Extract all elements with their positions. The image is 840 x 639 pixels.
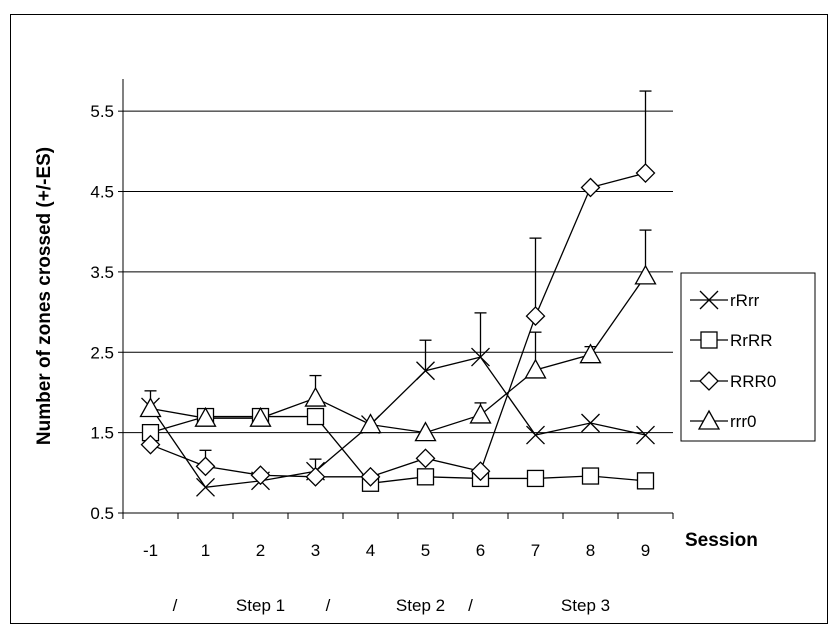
marker-x-stroke [526, 425, 545, 445]
marker-square [700, 331, 718, 349]
marker-triangle [697, 409, 721, 430]
x-tick-label: 4 [366, 541, 375, 560]
marker-x [699, 290, 719, 310]
marker-diamond [525, 306, 546, 327]
axes [122, 79, 673, 514]
legend-item-rRrr: rRrr [690, 290, 760, 310]
legend-item-RrRR: RrRR [690, 331, 773, 350]
marker-triangle [579, 343, 602, 364]
step-label: Step 3 [561, 596, 610, 615]
legend-label: RRR0 [730, 372, 776, 391]
chart-frame [10, 14, 828, 624]
y-tick-label: 5.5 [90, 102, 114, 121]
legend-label: rRrr [730, 291, 760, 310]
series-line-rrr0 [150, 275, 647, 434]
y-tick-label: 3.5 [90, 263, 114, 282]
marker-diamond [250, 465, 271, 486]
step-label: Step 1 [236, 596, 285, 615]
marker-diamond [699, 371, 719, 391]
error-bars [144, 90, 652, 472]
gridlines [123, 110, 673, 434]
y-tick-label: 4.5 [90, 183, 114, 202]
legend-item-RRR0: RRR0 [690, 371, 776, 391]
marker-x [416, 361, 435, 381]
marker-square [416, 468, 435, 486]
x-tick-label: -1 [143, 541, 158, 560]
x-tick-label: 8 [586, 541, 595, 560]
y-tick-label: 2.5 [90, 343, 114, 362]
step-labels: / Step 1 / Step 2 / Step 3 [173, 596, 610, 615]
marker-x-stroke [416, 361, 435, 381]
series-markers [139, 163, 657, 497]
x-tick-label: 9 [641, 541, 650, 560]
marker-x [581, 413, 600, 433]
step-label: Step 2 [396, 596, 445, 615]
marker-diamond [305, 466, 326, 487]
legend-item-rrr0: rrr0 [690, 409, 756, 431]
y-axis-label: Number of zones crossed (+/-ES) [34, 147, 55, 445]
marker-triangle [249, 406, 272, 427]
legend: rRrr RrRR RRR0 rrr0 [680, 272, 816, 442]
series-line-RRR0 [150, 172, 646, 478]
step-label: / [173, 596, 178, 615]
marker-x [526, 425, 545, 445]
marker-triangle [634, 264, 657, 285]
marker-square [581, 467, 600, 485]
marker-diamond [140, 434, 161, 455]
step-label: / [326, 596, 331, 615]
marker-square [306, 407, 325, 426]
series-lines [149, 172, 647, 488]
marker-diamond [195, 456, 216, 477]
marker-diamond [580, 177, 601, 198]
y-tick-label: 0.5 [90, 504, 114, 523]
marker-triangle [304, 386, 327, 407]
series-line-rRrr [149, 356, 646, 488]
marker-x [196, 477, 215, 497]
marker-x [636, 425, 655, 445]
marker-x [471, 347, 490, 367]
marker-triangle [194, 406, 217, 427]
x-axis-label: Session [685, 530, 758, 551]
legend-box [680, 272, 816, 442]
step-label: / [468, 596, 473, 615]
marker-triangle [469, 403, 492, 424]
marker-triangle [414, 421, 437, 442]
x-tick-label: 3 [311, 541, 320, 560]
marker-square [526, 469, 545, 488]
series-line-RrRR [150, 415, 646, 484]
legend-label: RrRR [730, 331, 773, 350]
y-tick-label: 1.5 [90, 424, 114, 443]
x-tick-label: 7 [531, 541, 540, 560]
marker-x-stroke [636, 425, 655, 445]
marker-x-stroke [581, 413, 600, 433]
x-tick-label: 5 [421, 541, 430, 560]
marker-x-stroke [196, 477, 215, 497]
marker-diamond [360, 466, 381, 487]
x-tick-label: 1 [201, 541, 210, 560]
marker-diamond [635, 163, 656, 183]
x-tick-label: 6 [476, 541, 485, 560]
marker-triangle [359, 413, 382, 434]
marker-x-stroke [471, 347, 490, 367]
marker-triangle [139, 397, 162, 418]
marker-triangle [524, 358, 547, 379]
y-tick-labels: 0.5 1.5 2.5 3.5 4.5 5.5 [90, 102, 123, 523]
marker-x-stroke [699, 290, 719, 310]
marker-diamond [415, 448, 436, 469]
marker-square [636, 472, 655, 490]
legend-label: rrr0 [730, 412, 756, 431]
x-tick-label: 2 [256, 541, 265, 560]
marker-diamond [470, 461, 491, 482]
x-tick-labels: -1 1 2 3 4 5 6 7 8 9 [122, 513, 674, 560]
